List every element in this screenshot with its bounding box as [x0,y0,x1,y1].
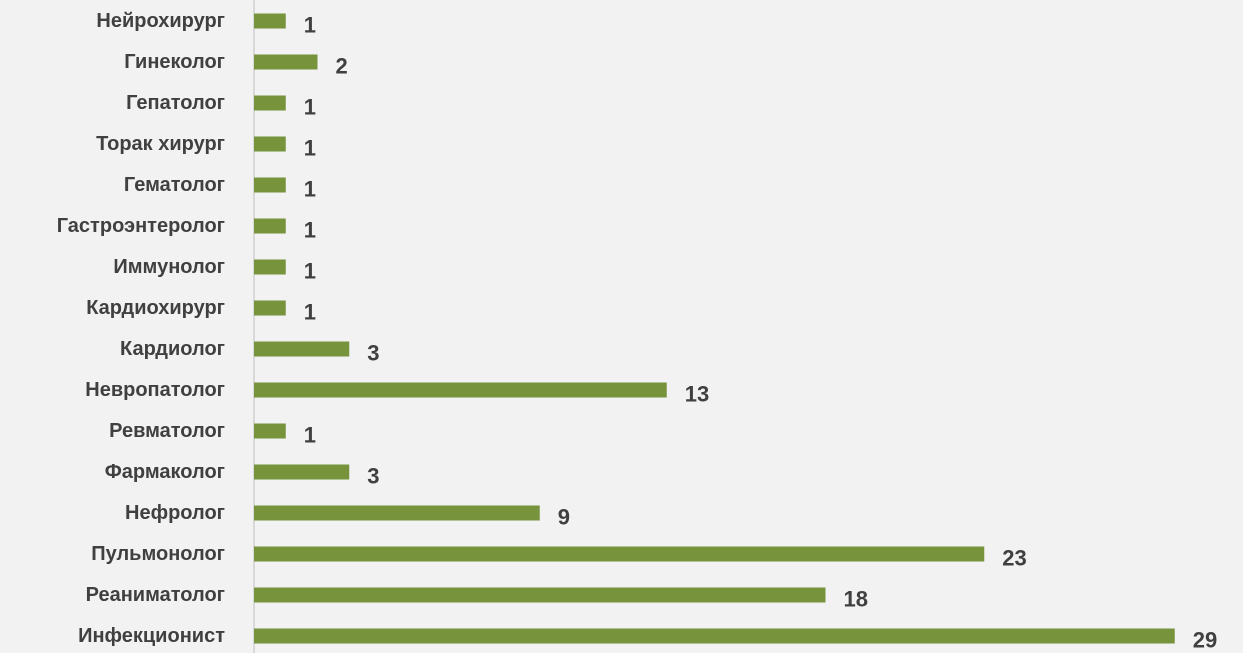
category-label: Торак хирург [96,133,225,155]
bar [254,423,286,439]
value-label: 1 [304,423,316,448]
bars [254,13,1175,644]
bar [254,546,985,562]
category-label: Нефролог [125,502,225,524]
category-label: Гастроэнтеролог [57,215,225,237]
bar [254,587,826,603]
value-label: 13 [685,382,709,407]
bar [254,218,286,234]
value-label: 2 [336,54,348,79]
category-label: Реаниматолог [86,584,225,606]
value-label: 3 [367,464,379,489]
category-label: Кардиолог [120,338,225,360]
value-label: 1 [304,95,316,120]
category-label: Гепатолог [126,92,225,114]
category-labels: Нейрохирург Гинеколог Гепатолог Торак хирур… [57,10,225,647]
value-label: 29 [1193,628,1217,653]
bar [254,259,286,275]
category-label: Кардиохирург [86,297,225,319]
bar [254,382,667,398]
bar [254,54,318,70]
bar [254,136,286,152]
bar [254,464,350,480]
bar [254,13,286,29]
category-label: Гинеколог [124,51,225,73]
category-label: Ревматолог [109,420,225,442]
category-label: Фармаколог [105,461,225,483]
value-label: 1 [304,177,316,202]
bar [254,341,350,357]
category-label: Нейрохирург [96,10,225,32]
value-label: 18 [844,587,868,612]
category-label: Инфекционист [78,625,225,647]
value-label: 1 [304,300,316,325]
category-label: Пульмонолог [91,543,225,565]
bar [254,628,1175,644]
category-label: Иммунолог [113,256,225,278]
bar [254,177,286,193]
value-label: 1 [304,218,316,243]
category-label: Гематолог [124,174,225,196]
value-label: 3 [367,341,379,366]
category-label: Невропатолог [85,379,225,401]
bar [254,505,540,521]
value-label: 9 [558,505,570,530]
value-label: 23 [1002,546,1026,571]
bar [254,300,286,316]
value-label: 1 [304,259,316,284]
bar [254,95,286,111]
value-label: 1 [304,13,316,38]
value-label: 1 [304,136,316,161]
